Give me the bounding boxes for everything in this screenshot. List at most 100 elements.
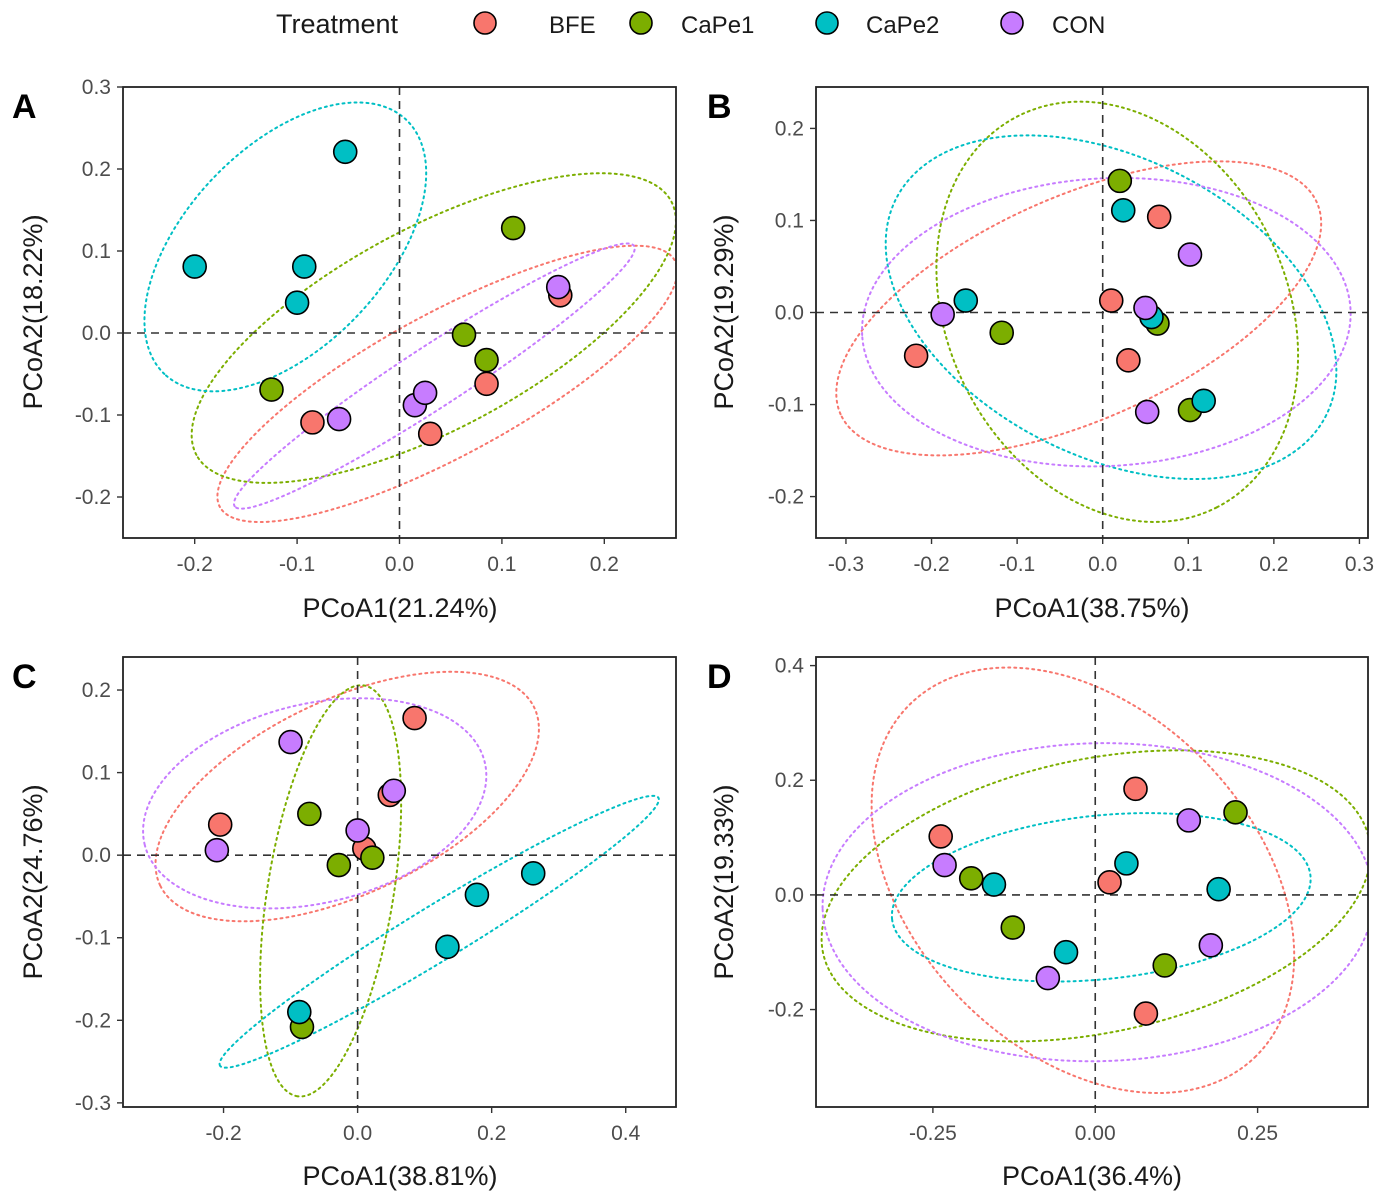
panel-c-ellipse-bfe <box>154 670 540 923</box>
panel-d-ellipse-bfe <box>870 666 1296 1095</box>
panel-b-point-bfe-2 <box>1098 288 1124 313</box>
panel-a-xtick-label-3: 0.1 <box>487 553 516 576</box>
legend-key-bfe <box>473 11 497 35</box>
panel-d-xtick-label-1: 0.00 <box>1075 1122 1116 1145</box>
panel-c-point-bfe-1 <box>207 812 233 837</box>
panel-a-ellipse-bfe <box>216 244 676 523</box>
panel-a-tag: A <box>12 88 37 126</box>
panel-b-ytick-label-1: -0.1 <box>768 394 804 417</box>
panel-c-point-cape1-1 <box>297 801 322 827</box>
panel-a-point-bfe-1 <box>300 410 325 435</box>
panel-d-point-bfe-3 <box>1123 776 1148 802</box>
panel-c-point-cape1-3 <box>360 845 385 870</box>
legend-key-cape1 <box>629 11 653 35</box>
panel-a-point-con-3 <box>412 380 438 406</box>
legend-key-con <box>1000 11 1024 35</box>
panel-c-ytick-label-4: 0.1 <box>82 762 111 785</box>
panel-d-border <box>815 656 1369 1108</box>
panel-d-point-cape1-2 <box>1000 915 1026 940</box>
panel-c-point-con-2 <box>278 729 303 755</box>
panel-c-ytick-label-5: 0.2 <box>82 679 111 702</box>
panel-d-ylabel: PCoA2(19.33%) <box>709 784 739 979</box>
panel-c-point-cape2-1 <box>286 999 312 1025</box>
panel-d-point-cape2-1 <box>981 872 1007 897</box>
panel-c-point-cape2-2 <box>435 934 460 960</box>
panel-d-point-cape1-4 <box>1223 800 1248 825</box>
panel-a-point-cape2-1 <box>182 254 207 279</box>
panel-a-ylabel: PCoA2(18.22%) <box>18 214 48 409</box>
panel-b-ytick-label-4: 0.2 <box>775 117 804 140</box>
panel-a-ytick-label-3: 0.1 <box>82 240 111 263</box>
panel-c: -0.2 0.0 0.2 0.4 -0.3 -0.2 -0.1 0.0 0.1 0.2 PCoA1(… <box>12 656 677 1191</box>
panel-c-point-con-3 <box>345 818 370 843</box>
panel-d-point-con-1 <box>932 852 957 878</box>
panel-d-ellipse-cape2 <box>890 812 1312 983</box>
panel-a-xtick-label-1: -0.1 <box>279 553 315 576</box>
legend-label-cape1: CaPe1 <box>681 12 754 39</box>
panel-b-ellipse-cape2 <box>884 134 1338 481</box>
panel-a-ytick-label-1: -0.1 <box>75 404 111 427</box>
panel-d-xtick-label-0: -0.25 <box>909 1122 957 1145</box>
legend-key-cape2 <box>815 11 839 35</box>
panel-c-point-cape2-3 <box>464 882 490 908</box>
legend-item-cape1: CaPe1 <box>629 11 754 39</box>
panel-d-ytick-label-2: 0.2 <box>775 769 804 792</box>
panel-a-xtick-label-4: 0.2 <box>590 553 619 576</box>
panel-b-point-cape2-4 <box>1191 388 1216 414</box>
panel-c-ytick-label-3: 0.0 <box>82 844 111 867</box>
panel-d: -0.25 0.00 0.25 -0.2 0.0 0.2 0.4 PCoA1(36.4%) PC… <box>707 655 1369 1191</box>
panel-a-point-cape1-4 <box>500 215 526 241</box>
legend-label-cape2: CaPe2 <box>866 12 939 39</box>
panel-b-xtick-label-5: 0.2 <box>1259 553 1288 576</box>
panel-b-xtick-label-0: -0.3 <box>828 553 864 576</box>
panel-b-xtick-label-1: -0.2 <box>913 553 949 576</box>
panel-b-xtick-label-2: -0.1 <box>999 553 1035 576</box>
panel-c-ellipse-con <box>142 697 488 910</box>
panel-c-ellipse-cape1 <box>259 684 403 1098</box>
panel-b-point-con-2 <box>1133 295 1158 321</box>
panel-b-point-cape2-2 <box>1110 198 1136 223</box>
panel-b-xtick-label-6: 0.3 <box>1345 553 1374 576</box>
panel-a-point-cape2-3 <box>291 254 317 279</box>
panel-a-ellipse-con <box>232 242 636 510</box>
panel-d-point-con-4 <box>1198 933 1224 958</box>
panel-b-xlabel: PCoA1(38.75%) <box>994 593 1189 623</box>
panel-c-point-bfe-4 <box>402 705 427 731</box>
panel-d-point-cape2-4 <box>1206 876 1231 902</box>
panel-b-ellipse-bfe <box>835 160 1323 457</box>
panel-c-tag: C <box>12 658 37 696</box>
panel-d-xtick-label-2: 0.25 <box>1237 1122 1278 1145</box>
panel-c-ytick-label-2: -0.1 <box>75 927 111 950</box>
panel-d-tag: D <box>707 658 732 696</box>
panel-d-point-cape2-3 <box>1114 851 1139 876</box>
legend: Treatment BFE CaPe1 CaPe2 CON <box>276 9 1105 39</box>
panel-b-ytick-label-0: -0.2 <box>768 486 804 509</box>
panel-d-point-cape1-3 <box>1152 953 1178 978</box>
panel-d-ytick-label-3: 0.4 <box>775 655 805 678</box>
panel-b-point-con-4 <box>1177 242 1203 267</box>
panel-a-point-cape2-4 <box>284 290 310 315</box>
legend-label-bfe: BFE <box>549 12 596 39</box>
panel-d-plot-area <box>816 657 1368 1107</box>
panel-c-xtick-label-3: 0.4 <box>611 1122 641 1145</box>
panel-c-point-con-1 <box>204 837 230 863</box>
panel-d-point-cape2-2 <box>1053 939 1079 965</box>
panel-a-ytick-label-0: -0.2 <box>75 486 111 509</box>
panel-d-point-bfe-2 <box>1097 869 1122 895</box>
panel-c-point-con-4 <box>381 778 407 804</box>
panel-d-point-bfe-1 <box>928 824 953 849</box>
panel-b-point-cape2-1 <box>953 288 979 313</box>
panel-c-ellipse-cape2 <box>218 794 660 1069</box>
panel-a-point-cape1-2 <box>451 322 477 347</box>
panel-a: -0.2 -0.1 0.0 0.1 0.2 -0.2 -0.1 0.0 0.1 0.2 0.3 PCo… <box>12 76 677 623</box>
panel-a-point-cape1-3 <box>474 347 499 373</box>
panel-a-point-con-1 <box>326 406 352 432</box>
panel-b-xtick-label-4: 0.1 <box>1174 553 1203 576</box>
panel-d-ellipse-cape1 <box>820 749 1368 1043</box>
panel-c-border <box>122 656 677 1108</box>
panel-c-plot-area <box>123 657 676 1107</box>
legend-item-bfe: BFE <box>473 11 596 39</box>
panel-b-ellipse-con <box>861 176 1352 468</box>
panel-a-point-con-4 <box>545 274 571 300</box>
